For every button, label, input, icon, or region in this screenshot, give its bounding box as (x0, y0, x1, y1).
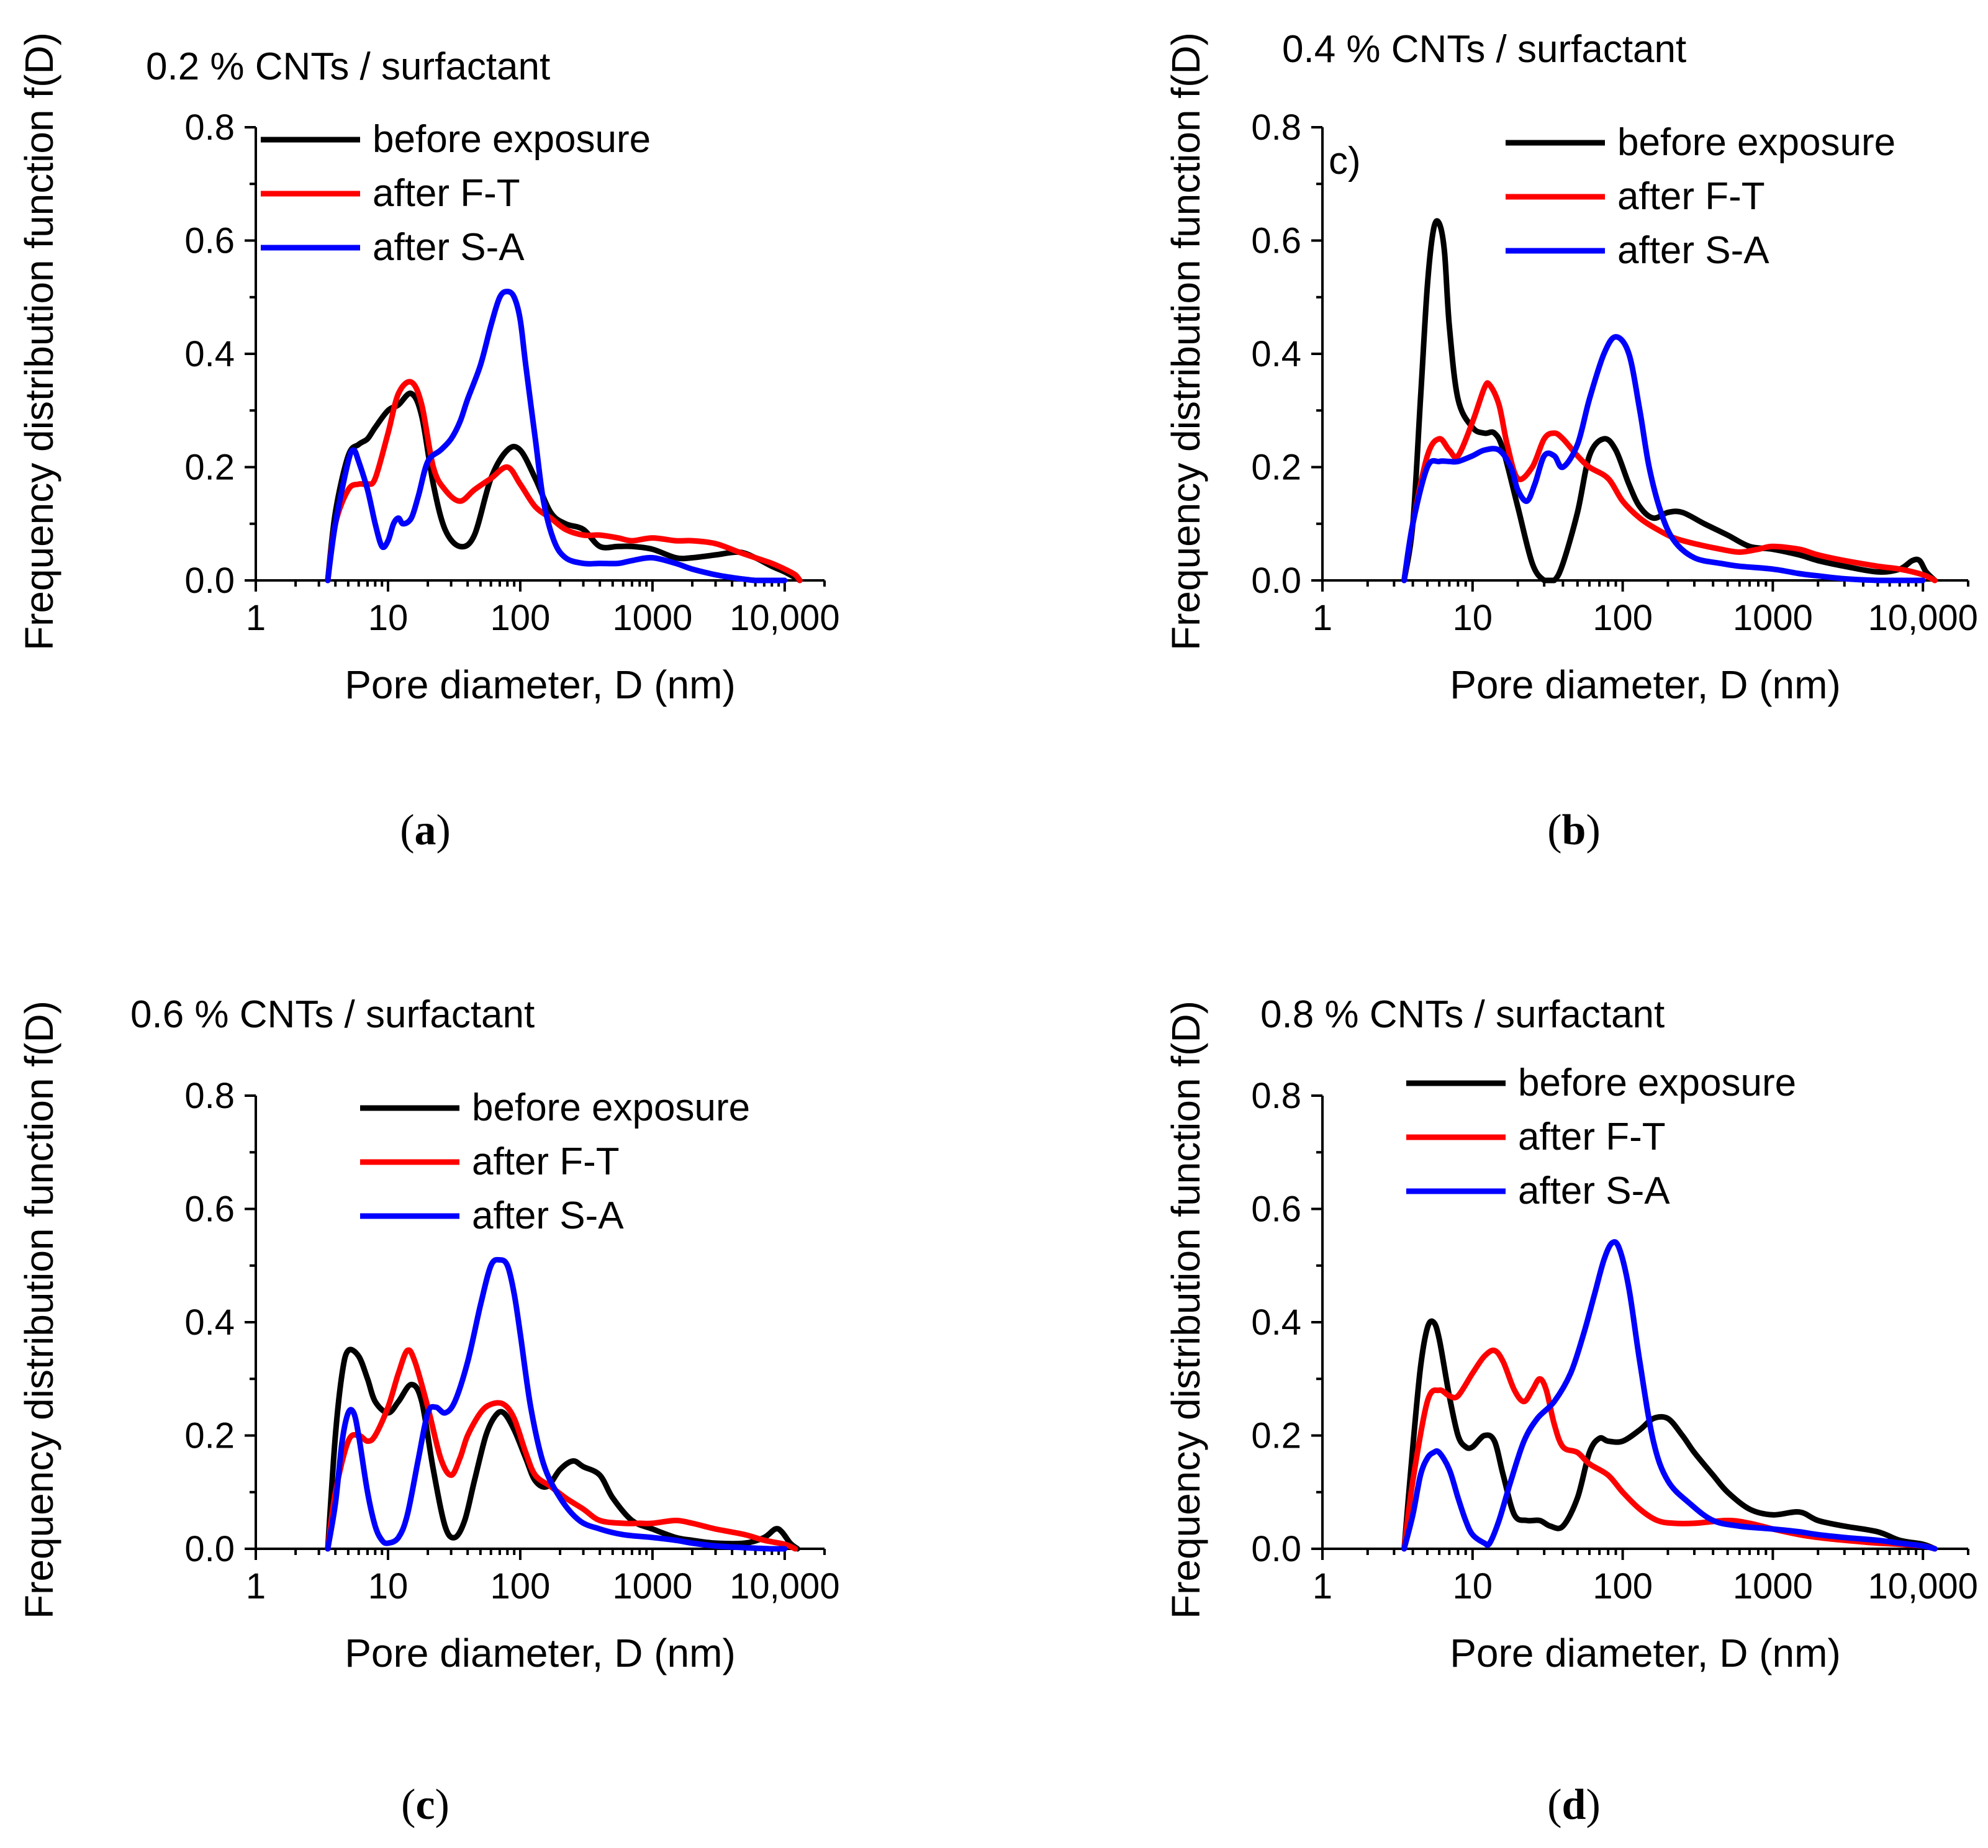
x-tick-label: 100 (1593, 1566, 1653, 1607)
x-tick-label: 1000 (1733, 1566, 1813, 1607)
x-tick-label: 100 (490, 598, 551, 638)
y-axis-label: Frequency distribution function f(D) (17, 1001, 61, 1619)
x-tick-label: 10 (368, 1566, 409, 1607)
y-axis-label: Frequency distribution function f(D) (1163, 32, 1208, 651)
x-tick-label: 1000 (612, 598, 692, 638)
x-tick-label: 10,000 (1868, 1566, 1978, 1607)
x-tick-label: 10,000 (730, 598, 839, 638)
x-axis-label: Pore diameter, D (nm) (345, 1631, 736, 1675)
x-axis-label: Pore diameter, D (nm) (345, 662, 736, 707)
chart-panel-c: 0.0 0.2 0.4 0.6 0.8 1 10 100 1000 10,000 Pore diam… (17, 993, 840, 1829)
legend-label: after F-T (1518, 1116, 1666, 1158)
x-axis-label: Pore diameter, D (nm) (1450, 1631, 1841, 1675)
x-tick-label: 100 (1593, 598, 1653, 638)
chart-panel-d: 0.0 0.2 0.4 0.6 0.8 1 10 100 1000 10,000 Pore diam… (1163, 993, 1978, 1829)
series-line-before-exposure (325, 390, 803, 584)
legend-label: after S-A (1518, 1170, 1670, 1212)
legend-label: after S-A (472, 1194, 624, 1237)
y-tick-label: 0.6 (1251, 221, 1301, 261)
y-tick-label: 0.0 (1251, 1529, 1301, 1569)
y-tick-label: 0.0 (184, 1529, 235, 1569)
y-tick-label: 0.4 (1251, 1302, 1301, 1343)
y-tick-label: 0.4 (184, 1302, 235, 1343)
x-tick-label: 1 (246, 1566, 266, 1607)
x-tick-label: 10,000 (730, 1566, 839, 1607)
legend-label: after F-T (472, 1140, 620, 1183)
x-tick-label: 1 (1313, 1566, 1332, 1607)
panel-title: 0.6 % CNTs / surfactant (130, 993, 535, 1036)
y-tick-label: 0.2 (1251, 448, 1301, 488)
y-tick-label: 0.8 (1251, 107, 1301, 148)
y-axis-label: Frequency distribution function f(D) (1163, 1001, 1208, 1619)
legend-label: after S-A (373, 226, 525, 269)
y-tick-label: 0.8 (184, 107, 235, 148)
x-tick-label: 1000 (612, 1566, 692, 1607)
x-tick-label: 1 (1313, 598, 1332, 638)
x-axis-label: Pore diameter, D (nm) (1450, 662, 1841, 707)
x-tick-label: 10,000 (1868, 598, 1978, 638)
y-tick-label: 0.6 (184, 221, 235, 261)
inset-label: c) (1329, 140, 1361, 183)
panel-title: 0.4 % CNTs / surfactant (1282, 28, 1686, 71)
series-line-after-s-a (325, 1256, 788, 1552)
legend-label: after S-A (1617, 229, 1769, 272)
series-line-after-s-a (1401, 1239, 1938, 1552)
x-tick-label: 10 (1453, 598, 1493, 638)
y-tick-label: 0.4 (1251, 334, 1301, 374)
y-tick-label: 0.6 (1251, 1189, 1301, 1230)
series-line-after-s-a (1401, 334, 1926, 584)
y-tick-label: 0.2 (184, 1416, 235, 1456)
y-tick-label: 0.8 (184, 1076, 235, 1116)
panel-caption: (b) (1547, 806, 1601, 854)
panel-caption: (d) (1547, 1781, 1601, 1829)
legend-label: before exposure (1617, 121, 1895, 164)
y-tick-label: 0.2 (184, 448, 235, 488)
series-line-after-s-a (325, 289, 788, 584)
series-line-after-f-t (325, 379, 803, 584)
series-line-before-exposure (1401, 1318, 1938, 1552)
y-tick-label: 0.0 (1251, 561, 1301, 601)
x-tick-label: 1000 (1733, 598, 1813, 638)
legend-label: before exposure (472, 1086, 750, 1129)
panel-caption: (c) (401, 1781, 450, 1829)
legend-label: after F-T (373, 172, 520, 215)
chart-panel-a: 0.0 0.2 0.4 0.6 0.8 1 10 100 1000 10,000 Pore diam… (17, 32, 840, 854)
x-tick-label: 100 (490, 1566, 551, 1607)
x-tick-label: 10 (1453, 1566, 1493, 1607)
series-line-before-exposure (1401, 218, 1938, 584)
legend-label: after F-T (1617, 175, 1765, 218)
panel-title: 0.2 % CNTs / surfactant (146, 45, 550, 88)
legend-label: before exposure (373, 118, 651, 161)
x-tick-label: 10 (368, 598, 409, 638)
series-line-after-f-t (1401, 1347, 1938, 1552)
y-tick-label: 0.6 (184, 1189, 235, 1230)
y-axis-label: Frequency distribution function f(D) (17, 32, 61, 651)
series-line-after-f-t (325, 1347, 798, 1552)
y-tick-label: 0.0 (184, 561, 235, 601)
legend-label: before exposure (1518, 1061, 1796, 1104)
series-line-after-f-t (1401, 380, 1938, 584)
y-tick-label: 0.2 (1251, 1416, 1301, 1456)
y-tick-label: 0.4 (184, 334, 235, 374)
panel-caption: (a) (400, 806, 451, 854)
chart-panel-b: 0.0 0.2 0.4 0.6 0.8 1 10 100 1000 10,000 Pore diam… (1163, 28, 1978, 854)
panel-title: 0.8 % CNTs / surfactant (1260, 993, 1665, 1036)
x-tick-label: 1 (246, 598, 266, 638)
y-tick-label: 0.8 (1251, 1076, 1301, 1116)
